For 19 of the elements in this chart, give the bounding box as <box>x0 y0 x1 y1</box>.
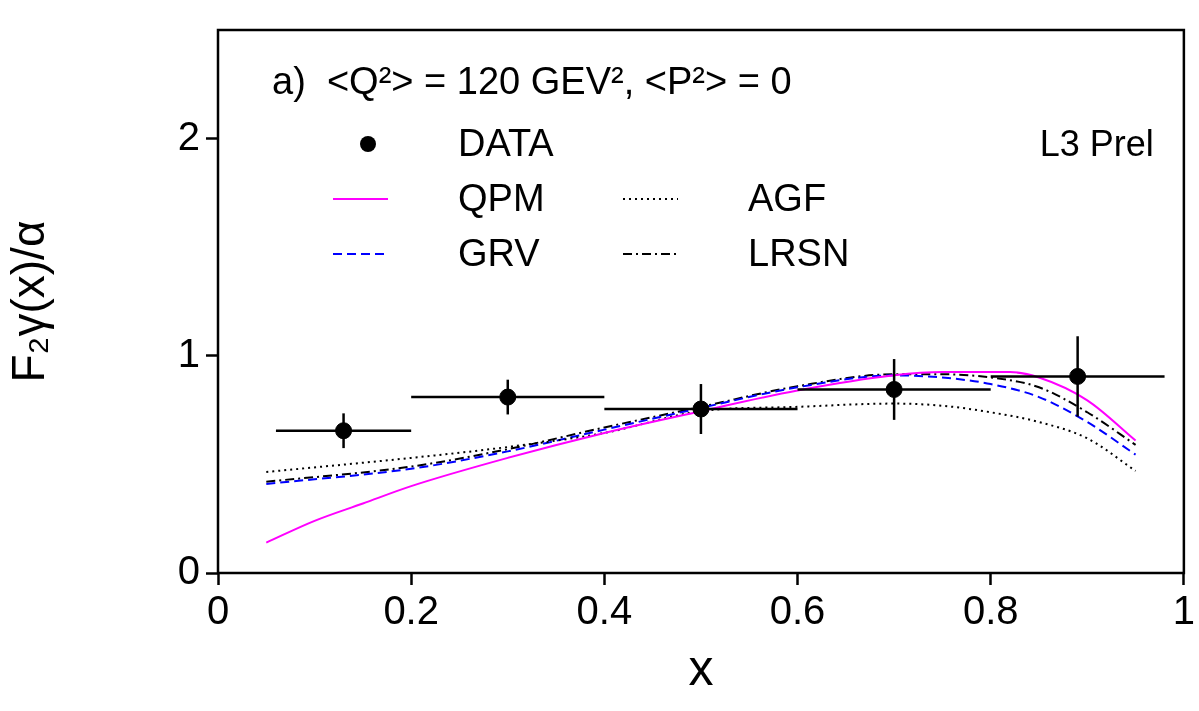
y-tick-label: 1 <box>177 330 200 375</box>
x-tick-label: 1 <box>1172 588 1195 633</box>
x-tick-label: 0.4 <box>576 588 633 633</box>
x-tick-label: 0.6 <box>769 588 826 633</box>
legend-label: QPM <box>458 177 545 220</box>
legend-label: GRV <box>458 232 541 275</box>
line-series <box>265 371 1137 544</box>
x-axis-title: x <box>688 639 714 696</box>
legend-label: AGF <box>748 177 827 220</box>
annotation: L3 Prel <box>1039 122 1154 164</box>
x-tick-label: 0.8 <box>962 588 1019 633</box>
y-axis-title: F₂γ(x)/α <box>2 220 55 383</box>
text: a) <Q²> = 120 GEV², <P²> = 0 <box>272 60 792 103</box>
y-tick-label: 0 <box>177 548 200 593</box>
y-tick-label: 2 <box>177 113 200 158</box>
legend-label: LRSN <box>748 232 850 275</box>
x-tick-label: 0.2 <box>383 588 439 633</box>
legend-label: DATA <box>458 122 555 165</box>
x-tick-label: 0 <box>206 588 230 633</box>
